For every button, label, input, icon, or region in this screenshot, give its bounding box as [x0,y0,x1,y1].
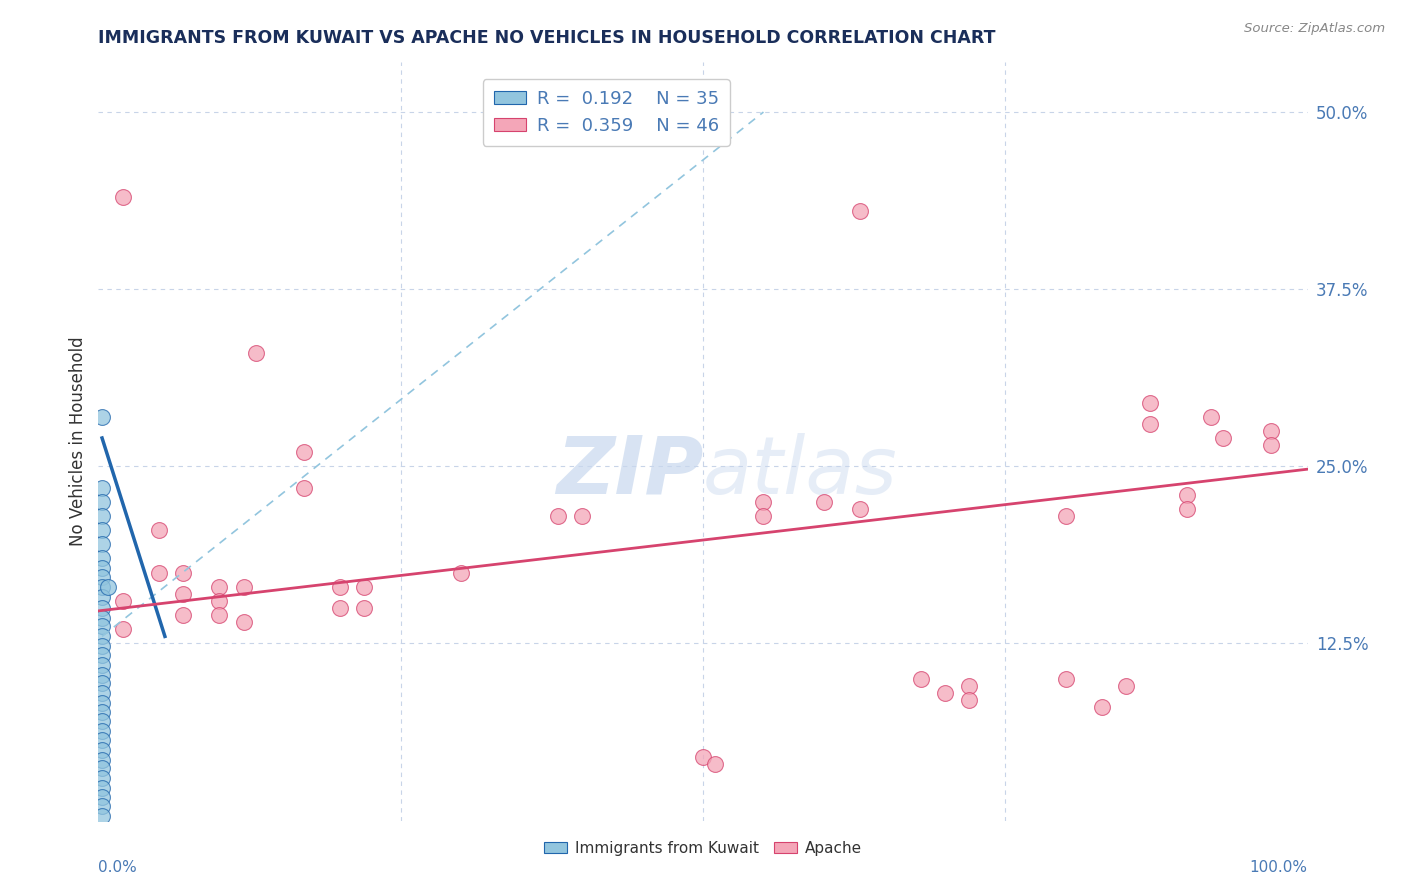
Point [91,714,114,729]
Point [91,696,114,710]
Y-axis label: No Vehicles in Household: No Vehicles in Household [69,336,87,547]
Point [91,705,114,719]
Point [91,780,114,795]
Point [91,523,114,537]
Point [1054,672,1077,686]
Point [910,672,932,686]
Point [91,809,114,823]
Point [752,508,775,523]
Point [91,551,114,566]
Point [91,561,114,575]
Point [91,611,114,625]
Point [208,608,231,623]
Text: ZIP: ZIP [555,433,703,511]
Point [208,580,231,594]
Point [1260,438,1282,452]
Point [1054,508,1077,523]
Point [849,204,872,219]
Point [91,657,114,672]
Point [91,590,114,604]
Point [91,686,114,700]
Point [91,771,114,785]
Point [934,686,956,700]
Text: 0.0%: 0.0% [98,860,138,874]
Point [91,648,114,662]
Point [571,508,593,523]
Point [91,667,114,681]
Point [813,495,835,509]
Point [292,481,315,495]
Point [957,679,980,693]
Point [245,346,267,360]
Point [91,537,114,551]
Point [1260,424,1282,438]
Point [91,481,114,495]
Point [91,799,114,814]
Text: 100.0%: 100.0% [1250,860,1308,874]
Point [91,580,114,594]
Point [232,615,254,630]
Point [91,753,114,767]
Point [329,580,352,594]
Point [91,789,114,804]
Point [232,580,254,594]
Point [91,601,114,615]
Point [849,501,872,516]
Point [1175,501,1198,516]
Point [692,750,714,764]
Point [111,623,134,637]
Point [752,495,775,509]
Point [91,619,114,633]
Point [91,570,114,584]
Point [1139,417,1161,431]
Point [148,523,170,537]
Text: Source: ZipAtlas.com: Source: ZipAtlas.com [1244,22,1385,36]
Text: atlas: atlas [703,433,898,511]
Point [1115,679,1137,693]
Point [91,761,114,775]
Point [97,580,120,594]
Text: IMMIGRANTS FROM KUWAIT VS APACHE NO VEHICLES IN HOUSEHOLD CORRELATION CHART: IMMIGRANTS FROM KUWAIT VS APACHE NO VEHI… [98,29,995,47]
Point [450,566,472,580]
Point [91,508,114,523]
Point [111,594,134,608]
Point [1212,431,1234,445]
Legend: Immigrants from Kuwait, Apache: Immigrants from Kuwait, Apache [538,835,868,863]
Point [353,601,375,615]
Point [329,601,352,615]
Point [172,587,194,601]
Point [1175,488,1198,502]
Point [1139,395,1161,409]
Point [91,629,114,643]
Point [172,608,194,623]
Point [91,676,114,690]
Point [91,743,114,757]
Point [704,756,727,771]
Point [91,409,114,424]
Point [1199,409,1222,424]
Point [91,732,114,747]
Point [91,495,114,509]
Point [91,640,114,654]
Point [148,566,170,580]
Point [111,190,134,204]
Point [91,724,114,739]
Point [1091,700,1114,714]
Point [547,508,569,523]
Point [353,580,375,594]
Point [208,594,231,608]
Point [957,693,980,707]
Point [172,566,194,580]
Point [292,445,315,459]
